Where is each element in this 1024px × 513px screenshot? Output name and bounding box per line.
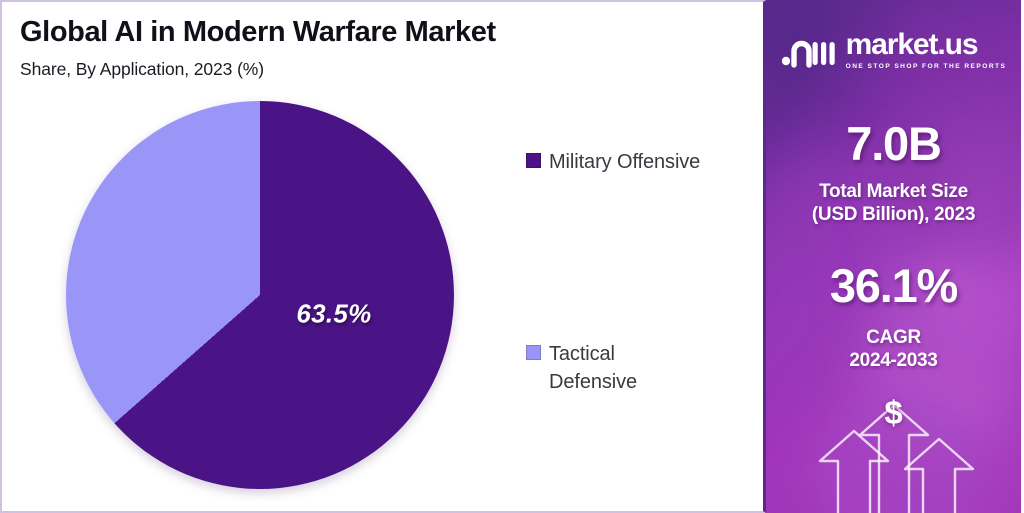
legend-item-tactical-defensive[interactable]: Tactical Defensive: [526, 340, 654, 397]
cagr-caption: CAGR 2024-2033: [766, 326, 1021, 372]
stat-cagr: 36.1% CAGR 2024-2033: [766, 262, 1021, 372]
market-us-logo-icon: [781, 40, 835, 68]
chart-header: Global AI in Modern Warfare Market Share…: [20, 16, 743, 80]
pie-chart: 63.5%: [66, 101, 454, 489]
market-size-value: 7.0B: [846, 117, 942, 170]
up-arrow-icon: [858, 403, 930, 513]
market-size-caption-line2: (USD Billion), 2023: [811, 204, 976, 226]
stats-panel: market.us ONE STOP SHOP FOR THE REPORTS …: [766, 0, 1021, 513]
cagr-value: 36.1%: [829, 259, 958, 312]
cagr-caption-line2: 2024-2033: [849, 350, 938, 372]
logo-text-block: market.us ONE STOP SHOP FOR THE REPORTS: [845, 28, 1007, 71]
logo-wordmark: market.us: [845, 28, 979, 61]
chart-subtitle: Share, By Application, 2023 (%): [20, 59, 264, 80]
legend-swatch-icon-tactical-defensive: [526, 345, 541, 360]
legend-label-military-offensive: Military Offensive: [549, 151, 701, 173]
stat-market-size: 7.0B Total Market Size (USD Billion), 20…: [766, 120, 1021, 226]
cagr-caption-line1: CAGR: [866, 327, 921, 348]
chart-panel: Global AI in Modern Warfare Market Share…: [0, 0, 766, 513]
growth-arrows-decoration: $: [766, 383, 1021, 513]
pie-slice-label-military-offensive: 63.5%: [296, 298, 372, 329]
pie-slices: [66, 101, 454, 489]
arrows-svg: [818, 403, 975, 513]
page-title: Global AI in Modern Warfare Market: [20, 16, 496, 48]
legend-item-military-offensive[interactable]: Military Offensive: [526, 148, 751, 176]
brand-logo[interactable]: market.us ONE STOP SHOP FOR THE REPORTS: [766, 30, 1021, 70]
dollar-sign-icon: $: [884, 394, 903, 431]
legend-swatch-icon-military-offensive: [526, 153, 541, 168]
up-arrow-icon: [818, 429, 890, 513]
legend-label-tactical-defensive: Tactical Defensive: [549, 343, 638, 394]
market-size-caption-line1: Total Market Size: [819, 181, 968, 202]
up-arrow-icon: [903, 437, 975, 513]
logo-tagline: ONE STOP SHOP FOR THE REPORTS: [845, 63, 1007, 70]
market-size-caption: Total Market Size (USD Billion), 2023: [766, 180, 1021, 226]
chart-legend: Military Offensive Tactical Defensive: [526, 148, 751, 393]
